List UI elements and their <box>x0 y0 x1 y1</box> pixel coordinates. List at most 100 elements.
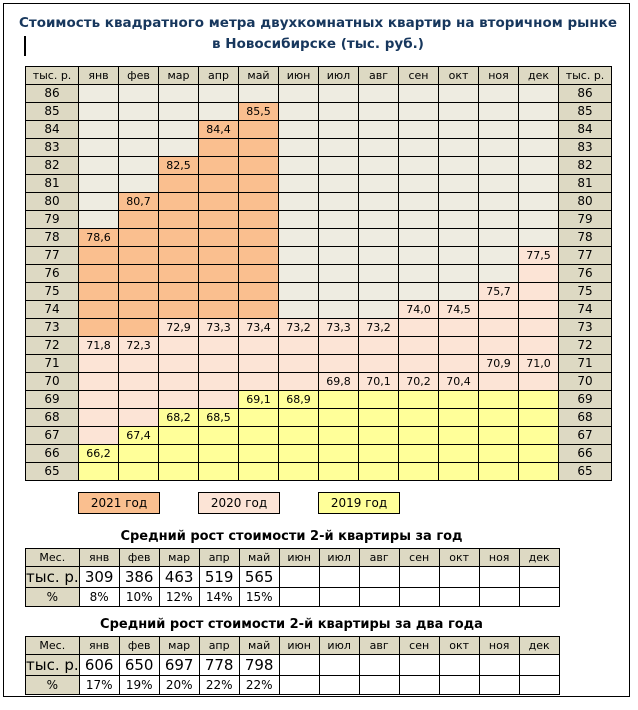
grid-cell <box>358 102 399 121</box>
growth-cell <box>278 654 320 676</box>
grid-cell <box>518 426 559 445</box>
grid-cell <box>198 156 239 175</box>
grid-cell <box>478 390 519 409</box>
grid-cell <box>318 282 359 301</box>
grid-month-header: дек <box>518 66 559 85</box>
grid-row-label: 77 <box>558 246 612 265</box>
grid-cell <box>78 426 119 445</box>
growth-month-header: дек <box>518 636 560 655</box>
grid-cell <box>318 210 359 229</box>
grid-cell <box>198 102 239 121</box>
grid-cell: 78,6 <box>78 228 119 247</box>
grid-cell <box>438 210 479 229</box>
grid-cell <box>78 120 119 139</box>
grid-row-label: 65 <box>558 462 612 481</box>
growth-cell: 22% <box>198 675 240 695</box>
grid-row-label: 67 <box>558 426 612 445</box>
grid-cell <box>198 138 239 157</box>
grid-cell <box>78 282 119 301</box>
grid-cell <box>398 318 439 337</box>
page-title: Стоимость квадратного метра двухкомнатны… <box>8 13 628 55</box>
grid-cell <box>438 174 479 193</box>
growth-month-header: май <box>238 636 280 655</box>
grid-cell <box>398 102 439 121</box>
grid-cell <box>478 138 519 157</box>
grid-cell <box>398 336 439 355</box>
grid-cell <box>518 264 559 283</box>
grid-row-label: 86 <box>558 84 612 103</box>
growth-month-header: апр <box>198 548 240 567</box>
grid-cell: 72,9 <box>158 318 199 337</box>
growth-month-header: сен <box>398 548 440 567</box>
grid-cell <box>398 462 439 481</box>
grid-cell <box>398 408 439 427</box>
growth-month-header: апр <box>198 636 240 655</box>
grid-cell <box>358 336 399 355</box>
grid-cell: 85,5 <box>238 102 279 121</box>
grid-cell: 70,4 <box>438 372 479 391</box>
grid-cell <box>158 426 199 445</box>
grid-cell <box>318 444 359 463</box>
grid-row-label: 79 <box>558 210 612 229</box>
growth-cell <box>518 675 560 695</box>
grid-cell <box>278 120 319 139</box>
page-title-line1: Стоимость квадратного метра двухкомнатны… <box>18 15 618 31</box>
grid-cell <box>358 84 399 103</box>
grid-cell <box>438 336 479 355</box>
growth-month-header: авг <box>358 636 400 655</box>
grid-cell <box>518 408 559 427</box>
grid-cell <box>398 390 439 409</box>
grid-cell <box>158 354 199 373</box>
grid-cell <box>438 138 479 157</box>
growth-cell: 17% <box>78 675 120 695</box>
grid-cell <box>78 354 119 373</box>
legend-item-2021: 2021 год <box>78 492 160 514</box>
grid-row-label: 67 <box>25 426 79 445</box>
grid-cell <box>518 300 559 319</box>
grid-month-header: июл <box>318 66 359 85</box>
growth-table-year: Мес. янв фев мар апр май июн июл авг сен окт ноя дек… <box>25 548 560 607</box>
grid-cell <box>78 246 119 265</box>
grid-cell <box>318 426 359 445</box>
grid-cell <box>158 102 199 121</box>
grid-cell <box>438 246 479 265</box>
growth-cell <box>398 654 440 676</box>
grid-cell <box>438 264 479 283</box>
grid-row-label: 75 <box>25 282 79 301</box>
growth-month-header: июл <box>318 636 360 655</box>
grid-row-label: 85 <box>25 102 79 121</box>
growth-cell: 565 <box>238 566 280 588</box>
growth-cell <box>318 654 360 676</box>
grid-row-label: 70 <box>25 372 79 391</box>
grid-cell: 66,2 <box>78 444 119 463</box>
grid-cell <box>478 210 519 229</box>
grid-cell <box>518 390 559 409</box>
grid-row-label: 83 <box>558 138 612 157</box>
growth-month-header: окт <box>438 548 480 567</box>
growth-cell <box>478 654 520 676</box>
growth-month-header: окт <box>438 636 480 655</box>
grid-cell <box>198 354 239 373</box>
grid-cell <box>238 156 279 175</box>
growth-cell <box>518 566 560 588</box>
grid-cell <box>78 318 119 337</box>
grid-row-label: 76 <box>25 264 79 283</box>
growth-cell <box>478 587 520 607</box>
grid-cell <box>278 246 319 265</box>
grid-cell <box>478 102 519 121</box>
grid-cell <box>438 120 479 139</box>
growth-cell: 798 <box>238 654 280 676</box>
growth-cell: 650 <box>118 654 160 676</box>
growth-cell: 10% <box>118 587 160 607</box>
grid-cell <box>238 210 279 229</box>
grid-cell <box>278 192 319 211</box>
grid-cell <box>438 192 479 211</box>
grid-cell <box>238 228 279 247</box>
grid-cell <box>318 228 359 247</box>
grid-cell <box>118 120 159 139</box>
grid-row-label: 75 <box>558 282 612 301</box>
grid-month-header: ноя <box>478 66 519 85</box>
grid-cell <box>358 174 399 193</box>
grid-cell <box>438 102 479 121</box>
grid-cell <box>318 156 359 175</box>
